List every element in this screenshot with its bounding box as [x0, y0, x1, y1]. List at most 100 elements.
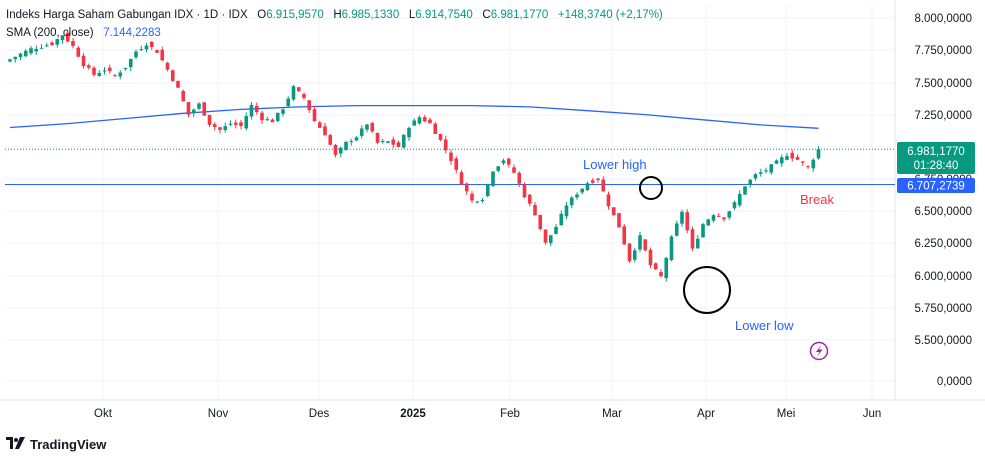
candle[interactable] [202, 102, 207, 116]
candle[interactable] [548, 235, 553, 247]
candle[interactable] [711, 214, 716, 223]
candle[interactable] [401, 134, 406, 149]
candle[interactable] [627, 243, 632, 264]
candle[interactable] [506, 157, 511, 168]
candle[interactable] [606, 191, 611, 210]
candle[interactable] [743, 186, 747, 196]
candle[interactable] [29, 46, 33, 56]
candle[interactable] [422, 114, 427, 123]
candle[interactable] [296, 86, 301, 92]
candle[interactable] [417, 115, 422, 125]
candle[interactable] [123, 67, 128, 71]
candle[interactable] [554, 223, 558, 235]
candle[interactable] [92, 66, 96, 77]
candle[interactable] [302, 92, 306, 100]
lightning-icon[interactable] [809, 341, 829, 361]
candle[interactable] [312, 105, 317, 122]
candle[interactable] [44, 42, 49, 48]
candle[interactable] [512, 164, 516, 174]
candle[interactable] [107, 64, 112, 74]
candle[interactable] [638, 231, 642, 253]
candle[interactable] [622, 223, 627, 245]
candle[interactable] [344, 141, 348, 151]
candle[interactable] [653, 262, 658, 270]
sma-legend[interactable]: SMA (200, close) 7.144,2283 [6, 27, 161, 39]
candle[interactable] [443, 135, 448, 154]
candle[interactable] [386, 140, 390, 144]
candle[interactable] [396, 140, 401, 148]
candle[interactable] [97, 70, 102, 77]
candle[interactable] [680, 209, 684, 227]
candle[interactable] [18, 52, 23, 61]
candle[interactable] [475, 201, 480, 204]
candle[interactable] [659, 269, 663, 278]
candle[interactable] [338, 146, 343, 158]
candle[interactable] [365, 123, 369, 133]
candle[interactable] [265, 116, 270, 121]
candle[interactable] [323, 123, 327, 136]
candle[interactable] [218, 126, 222, 134]
sma-200-line[interactable] [9, 104, 819, 129]
candle[interactable] [522, 182, 527, 199]
candle[interactable] [76, 46, 81, 58]
candle[interactable] [155, 49, 159, 53]
candle[interactable] [454, 156, 459, 174]
candle[interactable] [564, 202, 569, 219]
candle[interactable] [260, 110, 264, 125]
candle[interactable] [181, 89, 186, 102]
candle[interactable] [648, 247, 653, 269]
candle[interactable] [113, 73, 117, 78]
candle[interactable] [233, 119, 238, 129]
candle[interactable] [433, 121, 438, 134]
candle[interactable] [664, 256, 669, 282]
candle[interactable] [543, 229, 548, 245]
candle[interactable] [212, 122, 217, 131]
candle[interactable] [764, 167, 768, 174]
candle[interactable] [685, 209, 690, 234]
candle[interactable] [617, 213, 621, 228]
candle[interactable] [23, 48, 28, 58]
candle[interactable] [197, 102, 201, 111]
candle[interactable] [527, 193, 532, 207]
candle[interactable] [391, 136, 396, 149]
candle[interactable] [806, 165, 810, 170]
candle[interactable] [428, 117, 432, 124]
candle[interactable] [60, 35, 65, 44]
candle[interactable] [538, 214, 543, 231]
candle[interactable] [643, 238, 648, 252]
candle[interactable] [674, 220, 679, 237]
candle[interactable] [533, 202, 537, 216]
candle[interactable] [223, 122, 228, 133]
candle[interactable] [228, 120, 233, 127]
candle[interactable] [333, 144, 338, 158]
candle[interactable] [517, 171, 522, 188]
candle[interactable] [144, 42, 149, 53]
candle[interactable] [480, 198, 485, 203]
candle[interactable] [811, 158, 816, 172]
candle[interactable] [207, 114, 212, 128]
candle[interactable] [695, 234, 700, 249]
candle[interactable] [575, 192, 579, 200]
candle[interactable] [491, 171, 495, 188]
candle[interactable] [244, 112, 249, 131]
candle[interactable] [349, 138, 354, 146]
candle[interactable] [165, 61, 170, 72]
candle[interactable] [34, 45, 39, 55]
candle[interactable] [449, 149, 453, 165]
candle[interactable] [317, 120, 322, 128]
candle[interactable] [464, 182, 469, 196]
candle[interactable] [816, 146, 821, 160]
candle[interactable] [176, 80, 180, 88]
candle[interactable] [470, 191, 474, 204]
candle[interactable] [286, 96, 291, 108]
candle[interactable] [585, 181, 590, 192]
candle[interactable] [160, 46, 165, 61]
candle[interactable] [354, 136, 359, 142]
tradingview-brand[interactable]: TradingView [6, 437, 106, 452]
candle[interactable] [270, 118, 275, 123]
candle[interactable] [359, 125, 364, 139]
candle[interactable] [737, 190, 742, 208]
candle[interactable] [722, 217, 726, 222]
candle[interactable] [580, 188, 585, 195]
